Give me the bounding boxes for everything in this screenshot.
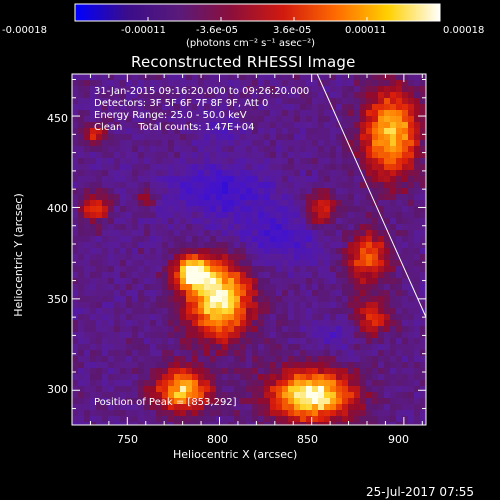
x-axis-title: Heliocentric X (arcsec)	[173, 448, 298, 461]
energy-range-text: Energy Range: 25.0 - 50.0 keV	[94, 110, 247, 121]
x-tick-label-0: 750	[117, 433, 138, 446]
plot-title: Reconstructed RHESSI Image	[131, 53, 356, 71]
colorbar-unit-label: (photons cm⁻² s⁻¹ asec⁻²)	[186, 38, 316, 49]
x-tick-label-2: 850	[297, 433, 318, 446]
y-tick-label-3: 450	[47, 112, 68, 125]
colorbar-tick-label-5: 0.00018	[443, 25, 485, 36]
x-tick-label-3: 900	[388, 433, 409, 446]
colorbar-tick-label-0: -0.00018	[2, 25, 47, 36]
solar-limb-line	[316, 73, 427, 318]
colorbar-tick-label-4: 0.00011	[345, 25, 387, 36]
colorbar-tick-label-3: 3.6e-05	[273, 25, 312, 36]
rhessi-image	[72, 74, 427, 426]
y-tick-label-2: 400	[47, 202, 68, 215]
time-range-text: 31-Jan-2015 09:16:20.000 to 09:26:20.000	[94, 86, 310, 97]
plot-frame	[71, 73, 427, 426]
colorbar-tick-label-2: -3.6e-05	[196, 25, 238, 36]
colorbar-tick-label-1: -0.00011	[121, 25, 166, 36]
colorbar-bar	[74, 3, 441, 22]
y-axis-title: Heliocentric Y (arcsec)	[12, 193, 25, 317]
peak-position-text: Position of Peak = [853,292]	[94, 397, 237, 408]
detectors-text: Detectors: 3F 5F 6F 7F 8F 9F, Att 0	[94, 98, 269, 109]
clean-counts-text: Clean Total counts: 1.47E+04	[94, 122, 255, 133]
y-tick-label-0: 300	[47, 383, 68, 396]
y-tick-label-1: 350	[47, 293, 68, 306]
colorbar-ticks	[74, 17, 441, 21]
x-tick-label-1: 800	[207, 433, 228, 446]
axis-ticks	[72, 74, 426, 425]
timestamp: 25-Jul-2017 07:55	[366, 485, 475, 499]
